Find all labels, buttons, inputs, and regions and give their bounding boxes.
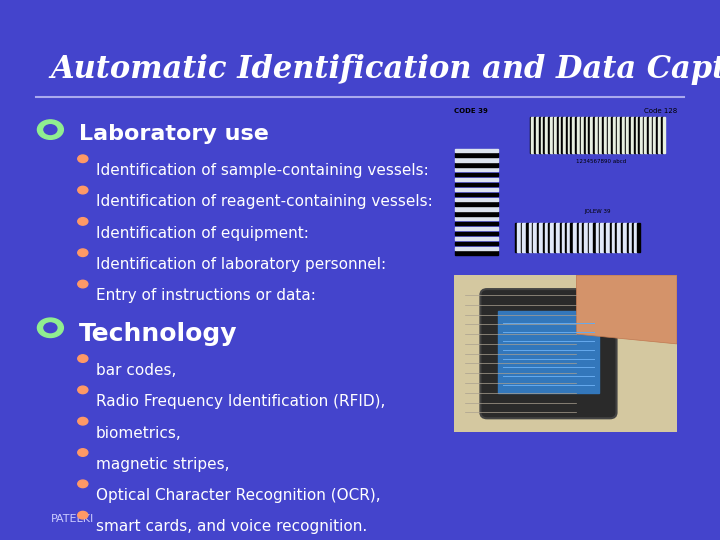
Bar [554, 117, 557, 153]
Bar [606, 223, 611, 252]
Bar [604, 223, 606, 252]
Bar [661, 117, 662, 153]
Bar [455, 173, 498, 177]
Bar [588, 223, 589, 252]
Bar [544, 117, 545, 153]
Bar [634, 223, 637, 252]
Text: bar codes,: bar codes, [96, 363, 176, 378]
Circle shape [78, 449, 88, 456]
Bar [545, 117, 548, 153]
Bar [521, 223, 522, 252]
Circle shape [78, 511, 88, 519]
Bar [455, 247, 498, 250]
Bar [600, 223, 604, 252]
Text: CODE 39: CODE 39 [454, 108, 487, 114]
Bar [455, 188, 498, 191]
Bar [613, 117, 616, 153]
Bar [627, 223, 629, 252]
Bar [623, 223, 627, 252]
Bar [598, 117, 599, 153]
Bar [455, 178, 498, 181]
Text: Radio Frequency Identification (RFID),: Radio Frequency Identification (RFID), [96, 394, 385, 409]
Circle shape [78, 480, 88, 488]
Bar [531, 117, 534, 153]
Bar [653, 117, 656, 153]
Circle shape [78, 417, 88, 425]
Bar [632, 223, 634, 252]
Bar [588, 117, 590, 153]
Bar [455, 227, 498, 230]
Bar [573, 223, 577, 252]
Bar [567, 223, 570, 252]
Bar [599, 117, 602, 153]
Bar [531, 223, 534, 252]
Bar [612, 223, 615, 252]
Bar [534, 223, 537, 252]
Bar [549, 117, 553, 153]
Bar [622, 117, 624, 153]
Bar [548, 117, 549, 153]
Circle shape [78, 386, 88, 394]
Bar [455, 252, 498, 255]
Bar [593, 117, 595, 153]
Bar [560, 223, 562, 252]
Bar [584, 117, 585, 153]
Bar [455, 163, 498, 166]
Bar [455, 232, 498, 235]
Bar [647, 117, 649, 153]
Bar [662, 117, 665, 153]
Bar [577, 117, 580, 153]
Text: Identification of equipment:: Identification of equipment: [96, 226, 309, 241]
Circle shape [37, 318, 63, 338]
Bar [544, 223, 545, 252]
Text: PATELKI: PATELKI [50, 514, 94, 524]
Text: Laboratory use: Laboratory use [79, 124, 269, 144]
Bar [551, 223, 554, 252]
Bar [455, 212, 498, 215]
Bar [579, 223, 582, 252]
Bar [629, 223, 632, 252]
Text: Code 128: Code 128 [644, 108, 677, 114]
Bar [455, 217, 498, 220]
Circle shape [78, 355, 88, 362]
Bar [455, 242, 498, 245]
Bar [595, 117, 598, 153]
Bar [562, 117, 563, 153]
Bar [611, 117, 613, 153]
Circle shape [37, 120, 63, 139]
Bar [559, 117, 562, 153]
Text: magnetic stripes,: magnetic stripes, [96, 457, 229, 472]
Bar [557, 117, 559, 153]
Bar [554, 223, 556, 252]
Bar [640, 117, 643, 153]
Bar [529, 117, 531, 153]
Bar [624, 117, 626, 153]
Bar [649, 117, 652, 153]
Bar [615, 223, 618, 252]
Bar [539, 223, 544, 252]
Text: smart cards, and voice recognition.: smart cards, and voice recognition. [96, 519, 367, 535]
Text: Identification of sample-containing vessels:: Identification of sample-containing vess… [96, 163, 428, 178]
Circle shape [78, 218, 88, 225]
Text: Optical Character Recognition (OCR),: Optical Character Recognition (OCR), [96, 488, 380, 503]
Bar [584, 223, 588, 252]
Bar [652, 117, 653, 153]
Bar [498, 310, 599, 393]
Bar [455, 168, 498, 171]
Bar [621, 117, 622, 153]
Text: Identification of reagent-containing vessels:: Identification of reagent-containing ves… [96, 194, 433, 210]
Text: Entry of instructions or data:: Entry of instructions or data: [96, 288, 315, 303]
Bar [548, 223, 551, 252]
Bar [611, 223, 612, 252]
Bar [602, 117, 603, 153]
Bar [621, 223, 623, 252]
Bar [643, 117, 644, 153]
Circle shape [44, 323, 57, 333]
Bar [631, 117, 634, 153]
Bar [455, 207, 498, 211]
Bar [563, 117, 566, 153]
Bar [568, 117, 570, 153]
Bar [455, 158, 498, 161]
Bar [593, 223, 595, 252]
